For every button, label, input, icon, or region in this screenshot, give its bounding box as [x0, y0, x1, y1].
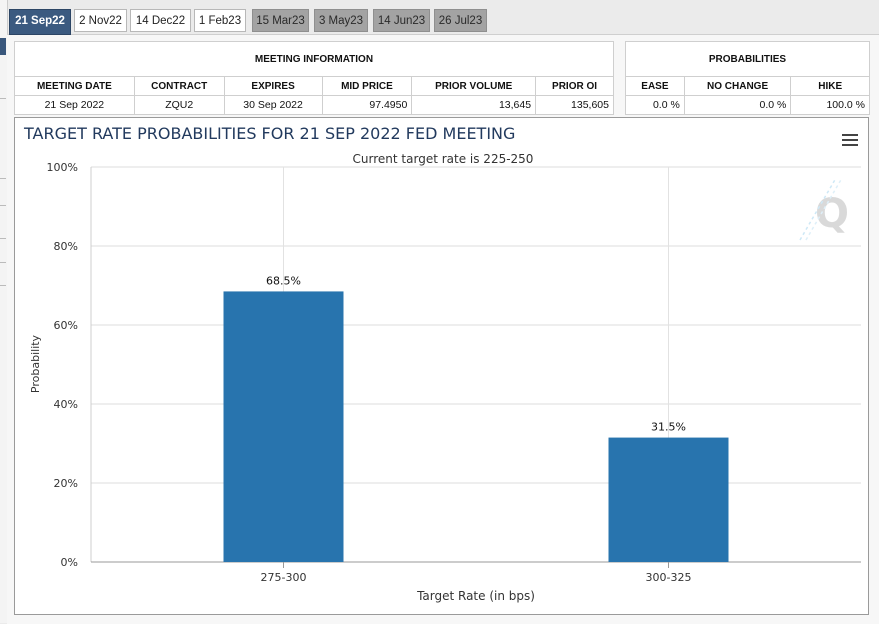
hike-cell: 100.0 % [790, 95, 870, 115]
no-change-cell: 0.0 % [683, 95, 792, 115]
tab-15-mar23[interactable]: 15 Mar23 [252, 9, 309, 32]
tab-1-feb23[interactable]: 1 Feb23 [194, 9, 246, 32]
tab-14-jun23[interactable]: 14 Jun23 [373, 9, 430, 32]
svg-text:Q: Q [815, 191, 849, 237]
bar [608, 437, 729, 562]
prior-oi-cell: 135,605 [535, 95, 614, 115]
mid-price-cell: 97.4950 [321, 95, 413, 115]
probabilities-table: PROBABILITIES EASE NO CHANGE HIKE 0.0 % … [625, 41, 870, 115]
x-tick-label: 275-300 [261, 571, 307, 584]
contract-cell: ZQU2 [133, 95, 225, 115]
bar-data-label: 31.5% [651, 421, 686, 434]
left-strip-marker [0, 38, 6, 55]
y-tick-label: 20% [54, 477, 78, 490]
left-strip-divider [0, 98, 6, 99]
x-axis-ticks: 275-300 300-325 [261, 562, 692, 584]
table-row: 21 Sep 2022 ZQU2 30 Sep 2022 97.4950 13,… [14, 95, 614, 115]
chart-title: TARGET RATE PROBABILITIES FOR 21 SEP 202… [23, 124, 515, 143]
table-row: 0.0 % 0.0 % 100.0 % [625, 95, 870, 115]
tab-2-nov22[interactable]: 2 Nov22 [74, 9, 127, 32]
x-tick-label: 300-325 [646, 571, 692, 584]
bar [223, 291, 344, 562]
y-tick-label: 80% [54, 240, 78, 253]
left-strip-divider [0, 285, 6, 286]
chart-subtitle: Current target rate is 225-250 [353, 152, 534, 166]
left-strip-divider [0, 178, 6, 179]
tab-26-jul23[interactable]: 26 Jul23 [434, 9, 487, 32]
x-axis-label: Target Rate (in bps) [416, 589, 535, 603]
meeting-information-title: MEETING INFORMATION [14, 41, 614, 77]
probabilities-title: PROBABILITIES [625, 41, 870, 77]
tab-3-may23[interactable]: 3 May23 [314, 9, 368, 32]
y-tick-label: 0% [61, 556, 78, 569]
left-strip-divider [0, 238, 6, 239]
tab-21-sep22[interactable]: 21 Sep22 [9, 9, 71, 35]
expires-cell: 30 Sep 2022 [223, 95, 323, 115]
y-tick-label: 60% [54, 319, 78, 332]
left-strip-divider [0, 205, 6, 206]
left-strip-divider [0, 262, 6, 263]
ease-cell: 0.0 % [625, 95, 685, 115]
watermark-logo-icon: Q [799, 177, 849, 241]
grid-lines [90, 166, 861, 563]
bar-data-label: 68.5% [266, 274, 301, 287]
y-tick-label: 100% [47, 161, 78, 174]
y-axis-ticks: 0% 20% 40% 60% 80% 100% [47, 161, 78, 569]
y-axis-label: Probability [29, 334, 42, 393]
meeting-date-cell: 21 Sep 2022 [14, 95, 135, 115]
meeting-information-table: MEETING INFORMATION MEETING DATE CONTRAC… [14, 41, 614, 115]
tab-14-dec22[interactable]: 14 Dec22 [130, 9, 191, 32]
chart-menu-icon[interactable] [842, 134, 858, 146]
bars-group: 68.5% 31.5% [223, 274, 729, 562]
y-tick-label: 40% [54, 398, 78, 411]
